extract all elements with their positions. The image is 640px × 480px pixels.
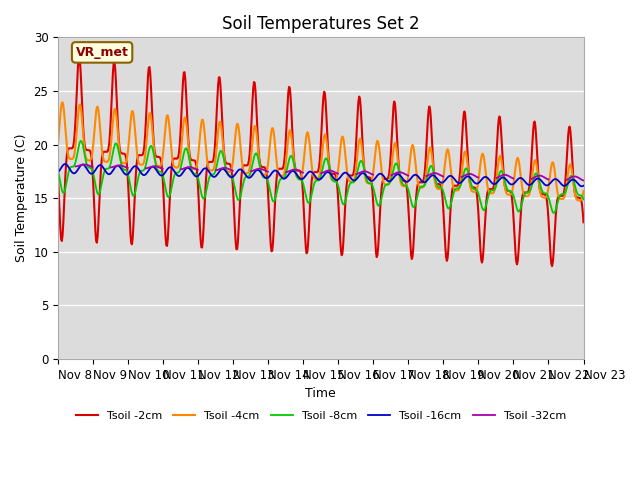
Tsoil -4cm bbox=[172, 165, 180, 170]
Tsoil -2cm bbox=[118, 151, 126, 156]
Tsoil -8cm bbox=[550, 210, 557, 216]
Tsoil -2cm bbox=[54, 177, 62, 182]
Tsoil -2cm bbox=[548, 263, 556, 269]
Y-axis label: Soil Temperature (C): Soil Temperature (C) bbox=[15, 134, 28, 263]
Tsoil -2cm bbox=[580, 219, 588, 225]
Line: Tsoil -16cm: Tsoil -16cm bbox=[58, 164, 584, 186]
Tsoil -16cm bbox=[580, 183, 588, 189]
Tsoil -32cm bbox=[118, 163, 126, 169]
Tsoil -32cm bbox=[401, 171, 408, 177]
Tsoil -16cm bbox=[385, 179, 393, 184]
Tsoil -2cm bbox=[172, 156, 180, 161]
Tsoil -4cm bbox=[118, 160, 126, 166]
Tsoil -16cm bbox=[118, 168, 126, 174]
Line: Tsoil -8cm: Tsoil -8cm bbox=[58, 141, 584, 213]
Tsoil -16cm bbox=[61, 161, 69, 167]
Tsoil -4cm bbox=[385, 180, 393, 185]
Tsoil -2cm bbox=[64, 147, 72, 153]
Tsoil -16cm bbox=[54, 169, 62, 175]
Text: VR_met: VR_met bbox=[76, 46, 129, 59]
X-axis label: Time: Time bbox=[305, 387, 336, 400]
Tsoil -8cm bbox=[77, 138, 84, 144]
Tsoil -8cm bbox=[580, 196, 588, 202]
Tsoil -2cm bbox=[401, 178, 408, 184]
Tsoil -16cm bbox=[172, 170, 180, 176]
Tsoil -16cm bbox=[401, 178, 408, 184]
Tsoil -8cm bbox=[118, 165, 126, 171]
Tsoil -8cm bbox=[172, 170, 180, 176]
Tsoil -4cm bbox=[401, 183, 408, 189]
Tsoil -4cm bbox=[54, 139, 62, 145]
Tsoil -2cm bbox=[385, 171, 393, 177]
Tsoil -8cm bbox=[64, 174, 72, 180]
Tsoil -4cm bbox=[59, 99, 67, 105]
Tsoil -16cm bbox=[65, 164, 72, 170]
Tsoil -4cm bbox=[65, 153, 72, 159]
Tsoil -4cm bbox=[200, 120, 207, 126]
Tsoil -2cm bbox=[76, 54, 83, 60]
Tsoil -8cm bbox=[200, 196, 207, 202]
Tsoil -4cm bbox=[576, 198, 584, 204]
Line: Tsoil -2cm: Tsoil -2cm bbox=[58, 57, 584, 266]
Tsoil -16cm bbox=[578, 183, 586, 189]
Legend: Tsoil -2cm, Tsoil -4cm, Tsoil -8cm, Tsoil -16cm, Tsoil -32cm: Tsoil -2cm, Tsoil -4cm, Tsoil -8cm, Tsoi… bbox=[71, 406, 570, 425]
Line: Tsoil -4cm: Tsoil -4cm bbox=[58, 102, 584, 201]
Tsoil -4cm bbox=[580, 188, 588, 194]
Tsoil -32cm bbox=[54, 163, 62, 169]
Tsoil -8cm bbox=[401, 182, 408, 188]
Tsoil -16cm bbox=[200, 166, 207, 172]
Tsoil -2cm bbox=[200, 225, 207, 231]
Tsoil -8cm bbox=[385, 181, 393, 187]
Line: Tsoil -32cm: Tsoil -32cm bbox=[58, 165, 584, 180]
Title: Soil Temperatures Set 2: Soil Temperatures Set 2 bbox=[222, 15, 420, 33]
Tsoil -8cm bbox=[54, 168, 62, 174]
Tsoil -32cm bbox=[580, 178, 588, 183]
